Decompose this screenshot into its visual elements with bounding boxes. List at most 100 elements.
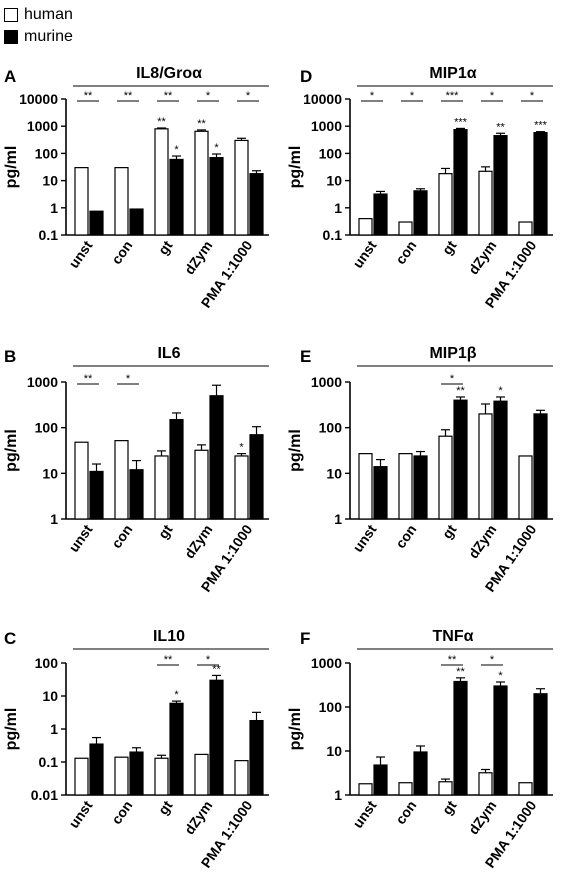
bar-murine-0 [89, 470, 104, 520]
x-tick-label: dZym [181, 798, 216, 838]
comparison-label: ** [124, 90, 133, 102]
bar-human-4 [234, 455, 249, 520]
x-tick-label: dZym [181, 238, 216, 278]
x-tick-label: gt [155, 797, 176, 817]
y-tick-label: 10 [326, 743, 342, 759]
bar-human-1 [398, 782, 413, 796]
bar-human-3 [194, 753, 209, 796]
x-tick-label: dZym [465, 238, 500, 278]
bar-murine-0 [373, 466, 388, 520]
bar-human-3 [194, 449, 209, 520]
x-tick-label: dZym [181, 522, 216, 562]
legend-item-murine: murine [4, 28, 73, 46]
bar-murine-0 [373, 764, 388, 796]
y-tick-label: 10000 [303, 91, 342, 107]
bar-human-2 [154, 455, 169, 520]
panel-letter: C [4, 629, 16, 648]
bar-significance-label: *** [454, 116, 468, 128]
y-tick-label: 1000 [311, 655, 342, 671]
chart-title: IL10 [153, 628, 185, 645]
panel-letter: D [300, 67, 312, 86]
bar-murine-2 [453, 680, 468, 796]
bar-human-0 [74, 757, 89, 796]
x-tick-label: gt [439, 237, 460, 257]
y-tick-label: 1 [334, 511, 342, 527]
bar-human-2 [438, 435, 453, 520]
y-axis-label: pg/ml [3, 708, 20, 751]
x-tick-label: gt [439, 797, 460, 817]
comparison-label: * [206, 90, 211, 102]
comparison-label: * [490, 90, 495, 102]
comparison-label: * [490, 654, 495, 666]
y-tick-label: 1 [50, 511, 58, 527]
y-tick-label: 10 [42, 173, 58, 189]
bar-human-1 [398, 221, 413, 236]
bar-murine-0 [89, 743, 104, 796]
y-tick-label: 1 [50, 721, 58, 737]
bar-murine-2 [169, 702, 184, 796]
x-tick-label: con [392, 238, 419, 268]
bar-murine-4 [533, 693, 548, 796]
y-axis-label: pg/ml [287, 146, 304, 189]
comparison-label: * [370, 90, 375, 102]
bar-human-2 [438, 173, 453, 236]
bar-human-1 [114, 440, 129, 520]
bar-murine-3 [493, 400, 508, 520]
x-tick-label: unst [349, 521, 379, 555]
y-axis-label: pg/ml [3, 146, 20, 189]
x-tick-label: unst [65, 237, 95, 271]
bar-murine-1 [129, 469, 144, 520]
bar-significance-label: ** [157, 116, 166, 128]
panel-letter: E [300, 347, 311, 366]
legend: human murine [4, 4, 144, 48]
y-tick-label: 100 [35, 655, 59, 671]
comparison-label: *** [446, 90, 460, 102]
bar-human-0 [74, 441, 89, 520]
bar-human-3 [478, 772, 493, 796]
bar-significance-label: * [174, 144, 179, 156]
y-tick-label: 10 [326, 465, 342, 481]
legend-label-human: human [24, 6, 73, 23]
bar-murine-1 [129, 208, 144, 236]
legend-item-human: human [4, 6, 73, 24]
y-tick-label: 0.01 [31, 787, 58, 803]
bar-human-2 [154, 128, 169, 236]
bar-human-0 [358, 453, 373, 520]
bar-significance-label: * [239, 442, 244, 454]
chart-title: MIP1α [429, 65, 476, 82]
comparison-label: ** [448, 654, 457, 666]
y-tick-label: 1000 [311, 118, 342, 134]
legend-label-murine: murine [24, 28, 73, 45]
bar-murine-4 [249, 719, 264, 796]
bar-murine-2 [453, 399, 468, 520]
chart-title: TNFα [433, 628, 474, 645]
y-axis-label: pg/ml [3, 429, 20, 472]
x-tick-label: con [108, 522, 135, 552]
comparison-label: * [126, 373, 131, 385]
bar-human-1 [114, 756, 129, 796]
bar-human-0 [358, 218, 373, 236]
bar-human-3 [478, 413, 493, 520]
x-tick-label: unst [65, 521, 95, 555]
bar-murine-1 [129, 751, 144, 796]
chart-title: IL8/Groα [136, 65, 202, 82]
y-tick-label: 10 [42, 465, 58, 481]
y-tick-label: 100 [35, 420, 59, 436]
bar-murine-4 [533, 132, 548, 236]
bar-human-4 [234, 139, 249, 236]
bar-human-1 [398, 453, 413, 520]
x-tick-label: dZym [465, 798, 500, 838]
bar-human-4 [518, 455, 533, 520]
bar-human-0 [74, 167, 89, 236]
bar-murine-3 [209, 157, 224, 236]
y-tick-label: 10 [42, 688, 58, 704]
bar-murine-4 [249, 173, 264, 236]
x-tick-label: unst [349, 237, 379, 271]
bar-murine-0 [89, 210, 104, 236]
y-tick-label: 100 [319, 145, 343, 161]
comparison-label: * [206, 654, 211, 666]
